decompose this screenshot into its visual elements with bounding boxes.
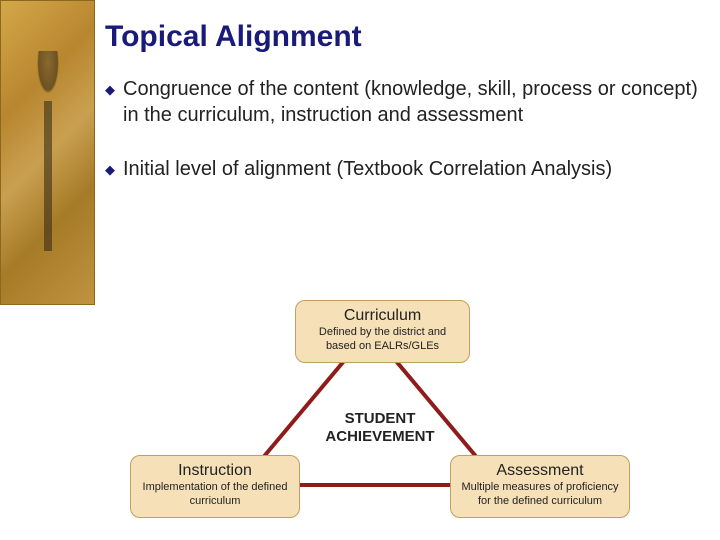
center-line2: ACHIEVEMENT (325, 428, 434, 445)
assessment-subtitle: Multiple measures of proficiency for the… (461, 481, 619, 509)
slide-title: Topical Alignment (105, 20, 705, 54)
bullet-list: ◆ Congruence of the content (knowledge, … (105, 76, 705, 182)
slide-content: Topical Alignment ◆ Congruence of the co… (105, 20, 705, 210)
curriculum-subtitle: Defined by the district and based on EAL… (306, 326, 459, 354)
bullet-text: Initial level of alignment (Textbook Cor… (123, 156, 705, 182)
instruction-box: Instruction Implementation of the define… (130, 455, 300, 518)
bullet-text: Congruence of the content (knowledge, sk… (123, 76, 705, 128)
curriculum-title: Curriculum (306, 307, 459, 325)
center-line1: STUDENT (345, 410, 416, 427)
bullet-icon: ◆ (105, 82, 123, 99)
assessment-title: Assessment (461, 462, 619, 480)
instruction-subtitle: Implementation of the defined curriculum (141, 481, 289, 509)
list-item: ◆ Initial level of alignment (Textbook C… (105, 156, 705, 182)
list-item: ◆ Congruence of the content (knowledge, … (105, 76, 705, 128)
curriculum-box: Curriculum Defined by the district and b… (295, 300, 470, 363)
alignment-diagram: Curriculum Defined by the district and b… (100, 300, 640, 530)
center-label: STUDENT ACHIEVEMENT (305, 410, 455, 446)
decorative-sidebar-image (0, 0, 95, 305)
instruction-title: Instruction (141, 462, 289, 480)
bullet-icon: ◆ (105, 162, 123, 179)
assessment-box: Assessment Multiple measures of proficie… (450, 455, 630, 518)
